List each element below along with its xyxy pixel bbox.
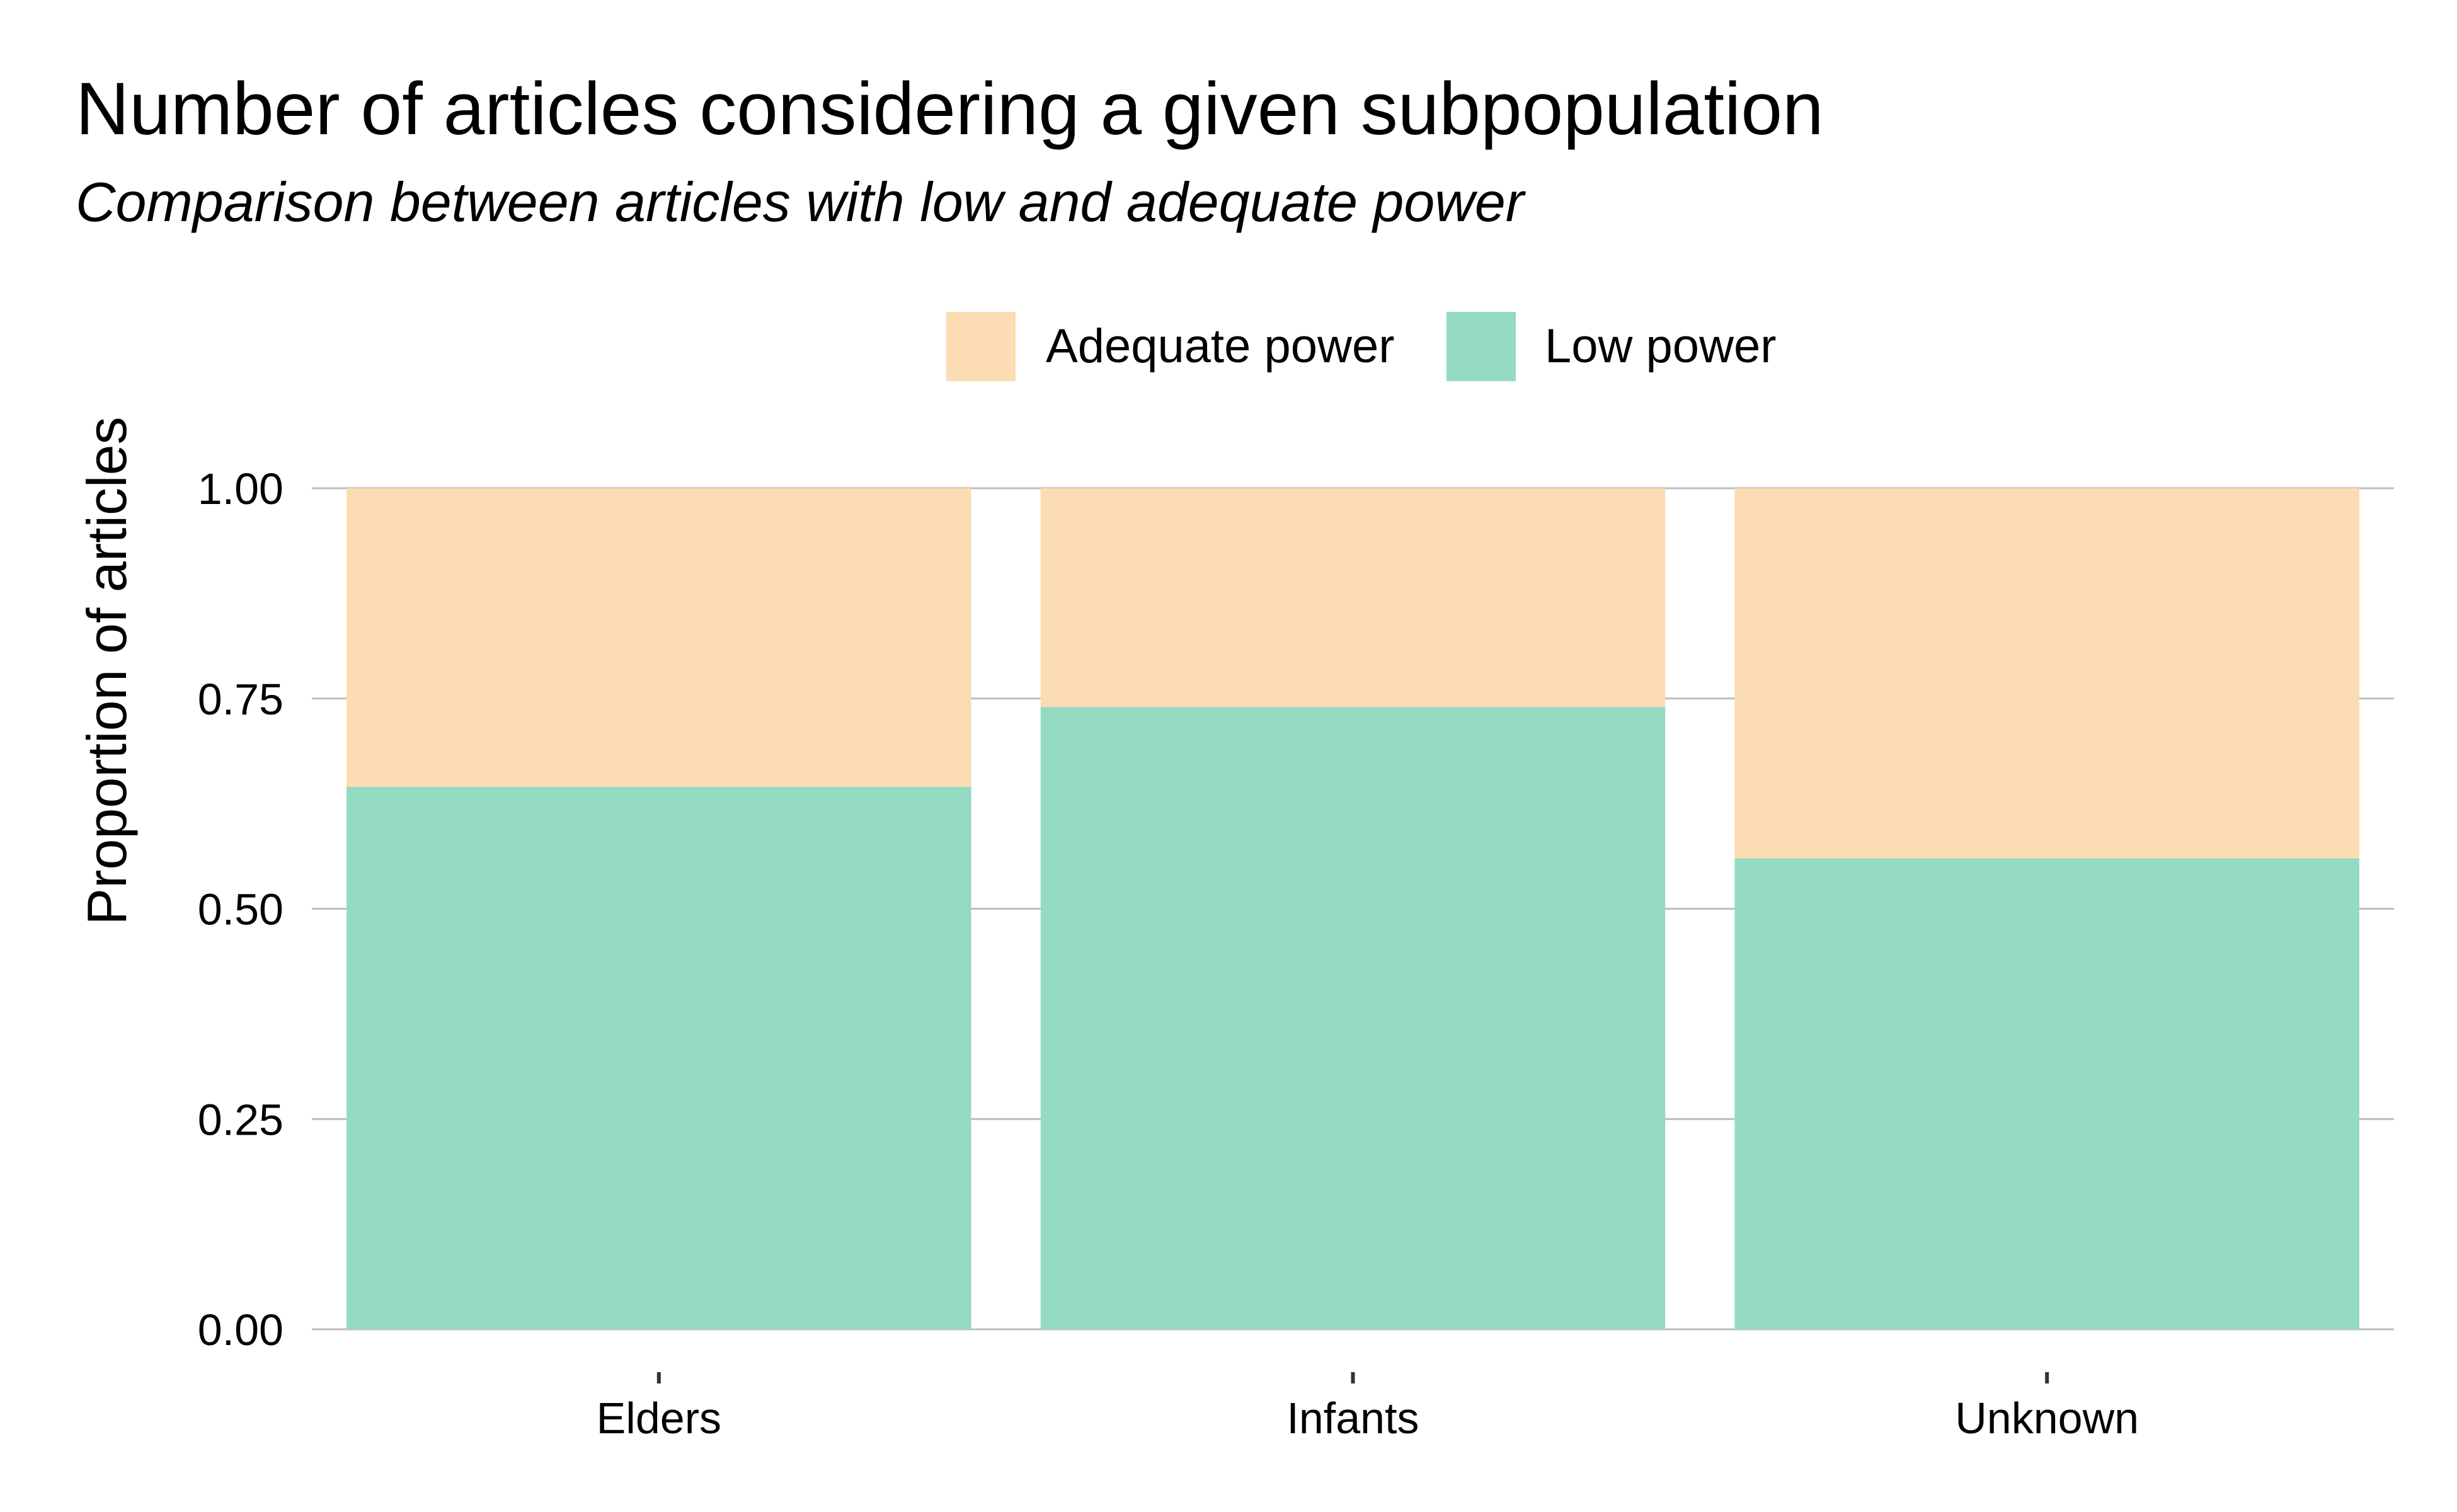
legend-key-adequate-power (946, 312, 1016, 381)
bar-unknown-low-power (1734, 858, 2359, 1329)
y-tick-label: 0.50 (198, 885, 284, 934)
bar-elders-adequate-power (346, 488, 971, 787)
bar-elders-low-power (346, 786, 971, 1329)
bars (346, 488, 2359, 1329)
y-tick-label: 0.00 (198, 1305, 284, 1354)
x-tick-label: Unknown (1955, 1394, 2139, 1443)
x-tick-label: Infants (1286, 1394, 1419, 1443)
chart-title: Number of articles considering a given s… (76, 67, 1824, 151)
legend-label: Adequate power (1046, 319, 1395, 373)
y-axis-ticks: 0.00 0.25 0.50 0.75 1.00 (198, 464, 284, 1354)
y-tick-label: 0.75 (198, 675, 284, 724)
x-axis-ticks: Elders Infants Unknown (597, 1372, 2139, 1443)
chart-subtitle: Comparison between articles with low and… (76, 171, 1525, 233)
y-axis-title: Proportion of articles (76, 416, 138, 925)
x-tick-label: Elders (597, 1394, 721, 1443)
legend-label: Low power (1545, 319, 1777, 373)
bar-infants-low-power (1040, 707, 1666, 1329)
y-tick-label: 0.25 (198, 1095, 284, 1144)
bar-unknown-adequate-power (1734, 488, 2359, 859)
y-tick-label: 1.00 (198, 464, 284, 513)
bar-infants-adequate-power (1040, 488, 1666, 707)
legend: Adequate power Low power (946, 312, 1777, 381)
legend-key-low-power (1446, 312, 1516, 381)
